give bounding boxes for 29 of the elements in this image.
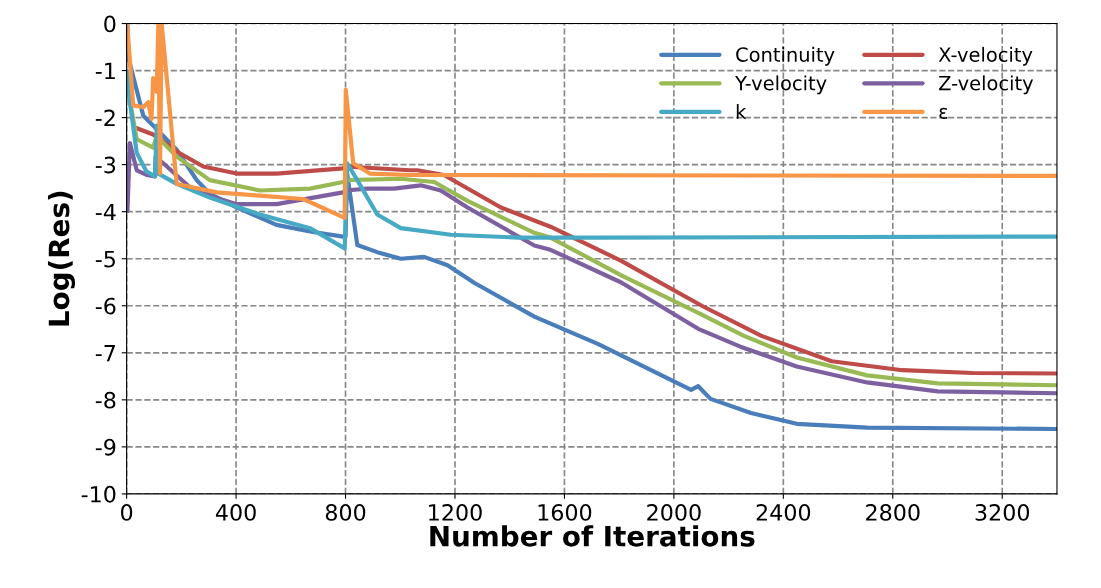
x-tick-label: 0 [121,504,133,521]
y-tick-label: -7 [95,345,115,362]
legend-label: k [736,103,747,119]
x-tick-label: 400 [215,504,256,521]
x-tick-label: 3200 [975,504,1030,521]
x-tick-label: 800 [325,504,366,521]
x-tick-label: 2000 [647,504,701,521]
y-tick-label: -9 [95,438,116,456]
y-tick-label: -3 [95,156,116,174]
x-tick-label: 2800 [866,504,920,521]
y-tick-label: -8 [95,391,116,409]
legend-label: Continuity [736,46,835,66]
x-tick-label: 2400 [756,504,811,521]
y-tick-label: -5 [95,250,115,268]
line-series [126,68,1057,251]
x-tick-label: 1600 [538,504,592,521]
y-tick-label: 0 [104,15,116,33]
y-axis-title: Log(Res) [47,191,76,326]
y-tick-label: -4 [95,203,116,221]
y-tick-label: -10 [81,485,116,503]
y-tick-label: -1 [95,62,115,79]
legend-label: Z-velocity [939,75,1034,95]
x-axis-title: Number of Iterations [430,525,755,547]
y-tick-label: -6 [95,297,116,315]
y-tick-label: -2 [95,109,115,127]
legend-label: ε [939,107,948,119]
legend-label: Y-velocity [735,75,827,95]
x-tick-label: 1200 [429,504,482,521]
legend-label: X-velocity [938,46,1033,66]
